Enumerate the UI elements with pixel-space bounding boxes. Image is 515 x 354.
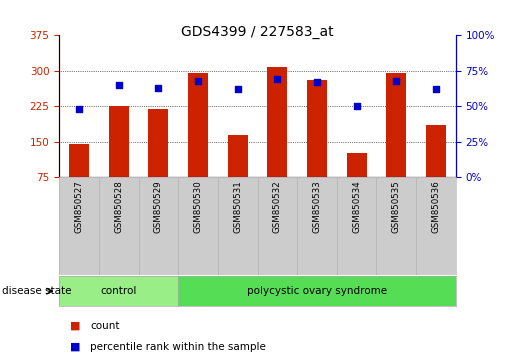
Point (273, 76, 281, 82)
Bar (228, 135, 248, 212)
Bar (347, 153, 367, 212)
Point (233, 86, 242, 92)
Text: ■: ■ (70, 342, 80, 352)
Bar (386, 73, 406, 212)
Text: disease state: disease state (2, 286, 71, 296)
Bar (307, 80, 327, 212)
Text: GSM850535: GSM850535 (392, 180, 401, 233)
Text: GSM850528: GSM850528 (114, 180, 123, 233)
Text: GSM850531: GSM850531 (233, 180, 242, 233)
Point (313, 79, 321, 85)
Text: ■: ■ (70, 321, 80, 331)
Point (432, 86, 440, 92)
Text: GSM850530: GSM850530 (194, 180, 202, 233)
Point (154, 85, 162, 91)
Text: GDS4399 / 227583_at: GDS4399 / 227583_at (181, 25, 334, 39)
Text: GSM850532: GSM850532 (273, 180, 282, 233)
Point (392, 78, 401, 84)
Bar (188, 73, 208, 212)
Text: GSM850529: GSM850529 (154, 180, 163, 233)
Bar (69, 144, 89, 212)
Point (194, 78, 202, 84)
Text: polycystic ovary syndrome: polycystic ovary syndrome (247, 286, 387, 296)
Text: percentile rank within the sample: percentile rank within the sample (90, 342, 266, 352)
Bar (426, 125, 446, 212)
Text: GSM850527: GSM850527 (75, 180, 83, 233)
Bar (148, 109, 168, 212)
Text: count: count (90, 321, 119, 331)
Point (75, 106, 83, 112)
Point (352, 103, 360, 109)
Bar (109, 106, 129, 212)
Text: GSM850536: GSM850536 (432, 180, 440, 233)
Text: GSM850534: GSM850534 (352, 180, 361, 233)
Point (114, 82, 123, 88)
Text: control: control (100, 286, 137, 296)
Text: GSM850533: GSM850533 (313, 180, 321, 233)
Bar (267, 68, 287, 212)
